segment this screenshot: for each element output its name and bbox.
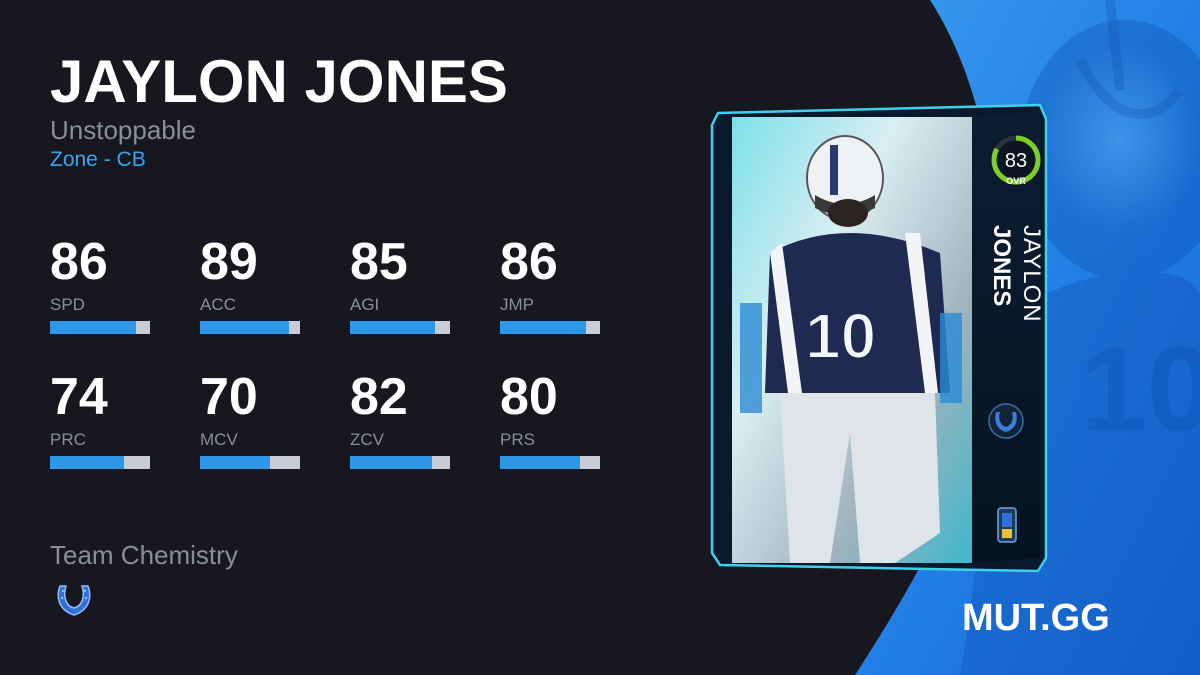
brand-logo[interactable]: MUT.GG — [962, 597, 1110, 639]
stat-value: 80 — [500, 368, 558, 426]
card-last-name: JONES — [988, 225, 1015, 307]
player-card[interactable]: 10 — [710, 103, 1050, 573]
stat-mcv: 70 MCV — [200, 367, 350, 497]
stat-value: 85 — [350, 233, 408, 291]
stat-bar — [50, 456, 150, 469]
overall-label: OVR — [1006, 176, 1026, 186]
team-chemistry-label: Team Chemistry — [50, 540, 238, 570]
stat-agi: 85 AGI — [350, 232, 500, 367]
stat-bar — [350, 456, 450, 469]
stat-prc: 74 PRC — [50, 367, 200, 497]
stat-bar-fill — [50, 321, 136, 334]
stat-zcv: 82 ZCV — [350, 367, 500, 497]
card-first-name: JAYLON — [1018, 225, 1045, 323]
stat-jmp: 86 JMP — [500, 232, 650, 367]
stat-bar — [500, 456, 600, 469]
stat-label: PRC — [50, 430, 86, 449]
archetype-label: Zone - CB — [50, 148, 146, 171]
stat-label: SPD — [50, 295, 85, 314]
stat-label: ACC — [200, 295, 236, 314]
stat-label: JMP — [500, 295, 534, 314]
stat-spd: 86 SPD — [50, 232, 200, 367]
stat-label: ZCV — [350, 430, 384, 449]
stats-grid: 86 SPD 89 ACC 85 AGI 86 JMP 74 PRC 70 MC… — [50, 232, 650, 497]
stat-bar — [350, 321, 450, 334]
overall-rating: 83 OVR — [987, 138, 1045, 190]
stat-bar — [500, 321, 600, 334]
stat-bar-fill — [350, 456, 432, 469]
stat-label: MCV — [200, 430, 238, 449]
stat-value: 82 — [350, 368, 408, 426]
stat-acc: 89 ACC — [200, 232, 350, 367]
stat-value: 89 — [200, 233, 258, 291]
horseshoe-icon[interactable] — [54, 582, 94, 620]
stat-prs: 80 PRS — [500, 367, 650, 497]
svg-text:10: 10 — [805, 300, 876, 372]
stat-label: PRS — [500, 430, 535, 449]
stat-bar — [200, 321, 300, 334]
stat-bar — [50, 321, 150, 334]
svg-text:10: 10 — [1080, 322, 1200, 456]
stat-bar — [200, 456, 300, 469]
stat-bar-fill — [500, 456, 580, 469]
player-photo: 10 — [740, 135, 962, 563]
card-player-name: JAYLON JONES — [985, 225, 1045, 345]
stat-value: 86 — [50, 233, 108, 291]
player-name: JAYLON JONES — [50, 48, 508, 115]
stat-value: 74 — [50, 368, 108, 426]
overall-value: 83 — [1004, 150, 1028, 172]
stat-value: 70 — [200, 368, 258, 426]
stat-label: AGI — [350, 295, 380, 314]
stat-value: 86 — [500, 233, 558, 291]
stat-bar-fill — [350, 321, 435, 334]
stat-bar-fill — [50, 456, 124, 469]
stat-bar-fill — [200, 321, 289, 334]
stat-bar-fill — [200, 456, 270, 469]
stat-bar-fill — [500, 321, 586, 334]
program-name: Unstoppable — [50, 115, 196, 145]
